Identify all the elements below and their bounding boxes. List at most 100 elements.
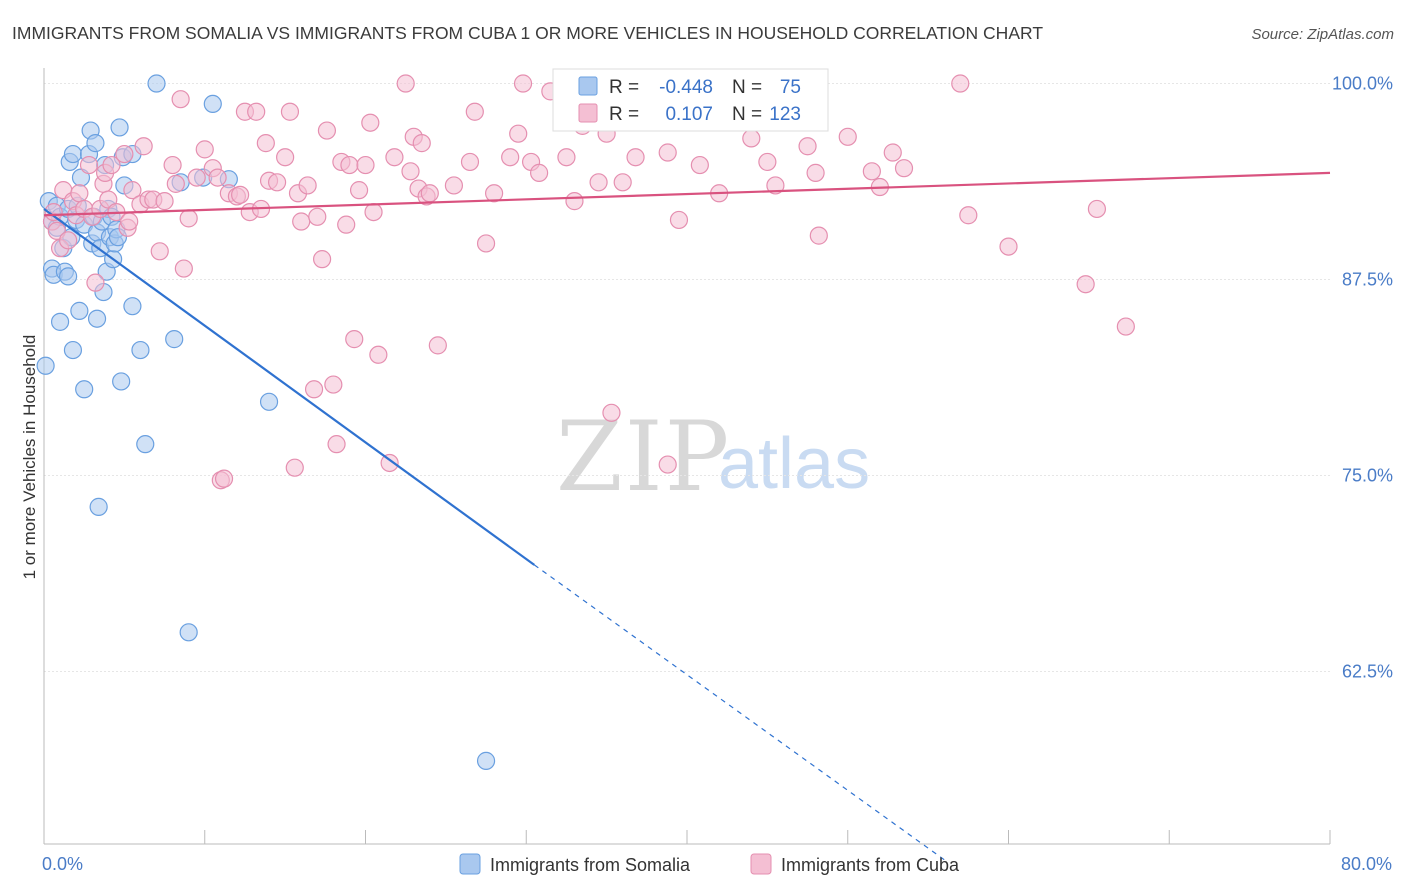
point-cuba-114 bbox=[884, 144, 901, 161]
point-cuba-102 bbox=[670, 211, 687, 228]
point-cuba-5 bbox=[60, 232, 77, 249]
watermark-atlas: atlas bbox=[718, 424, 870, 504]
y-axis-label: 1 or more Vehicles in Household bbox=[20, 335, 39, 580]
point-cuba-21 bbox=[121, 213, 138, 230]
point-cuba-47 bbox=[257, 135, 274, 152]
point-cuba-112 bbox=[863, 163, 880, 180]
point-somalia-50 bbox=[137, 436, 154, 453]
point-cuba-73 bbox=[397, 75, 414, 92]
point-cuba-109 bbox=[807, 164, 824, 181]
point-cuba-83 bbox=[466, 103, 483, 120]
stats-swatch-cuba bbox=[579, 104, 597, 122]
point-somalia-27 bbox=[87, 135, 104, 152]
point-cuba-32 bbox=[175, 260, 192, 277]
watermark-zip: ZIP bbox=[556, 401, 731, 513]
point-cuba-108 bbox=[799, 138, 816, 155]
x-tick-label-max: 80.0% bbox=[1341, 854, 1392, 874]
point-somalia-58 bbox=[261, 393, 278, 410]
gridlines bbox=[44, 84, 1330, 672]
point-somalia-52 bbox=[166, 331, 183, 348]
point-cuba-86 bbox=[502, 149, 519, 166]
stats-swatch-somalia bbox=[579, 77, 597, 95]
point-cuba-99 bbox=[627, 149, 644, 166]
point-cuba-70 bbox=[370, 346, 387, 363]
stats-box: R = -0.448 N = 75 R = 0.107 N = 123 bbox=[553, 69, 828, 131]
stats-n-value-somalia: 75 bbox=[780, 77, 801, 98]
y-tick-label-1: 87.5% bbox=[1342, 270, 1393, 290]
point-cuba-63 bbox=[338, 216, 355, 233]
point-cuba-103 bbox=[691, 157, 708, 174]
point-cuba-68 bbox=[362, 114, 379, 131]
point-cuba-24 bbox=[135, 138, 152, 155]
point-somalia-0 bbox=[37, 357, 54, 374]
stats-n-label-cuba: N = bbox=[732, 104, 762, 125]
point-cuba-67 bbox=[357, 157, 374, 174]
watermark: ZIP atlas bbox=[556, 401, 870, 513]
stats-r-value-somalia: -0.448 bbox=[659, 77, 713, 98]
point-cuba-42 bbox=[232, 186, 249, 203]
stats-r-label-somalia: R = bbox=[609, 77, 639, 98]
point-cuba-12 bbox=[87, 274, 104, 291]
point-cuba-58 bbox=[314, 251, 331, 268]
point-somalia-29 bbox=[89, 310, 106, 327]
point-cuba-37 bbox=[209, 169, 226, 186]
legend-label-somalia: Immigrants from Somalia bbox=[490, 855, 691, 875]
scatter-chart: IMMIGRANTS FROM SOMALIA VS IMMIGRANTS FR… bbox=[0, 0, 1406, 892]
trend-lines bbox=[44, 173, 1330, 860]
point-cuba-31 bbox=[172, 91, 189, 108]
point-cuba-88 bbox=[515, 75, 532, 92]
trend-line-somalia-extension bbox=[534, 565, 944, 860]
point-cuba-92 bbox=[558, 149, 575, 166]
point-cuba-66 bbox=[351, 182, 368, 199]
point-cuba-80 bbox=[429, 337, 446, 354]
point-cuba-57 bbox=[309, 208, 326, 225]
point-cuba-28 bbox=[156, 193, 173, 210]
point-somalia-44 bbox=[113, 373, 130, 390]
point-cuba-45 bbox=[248, 103, 265, 120]
point-somalia-8 bbox=[52, 313, 69, 330]
point-cuba-72 bbox=[386, 149, 403, 166]
point-cuba-59 bbox=[318, 122, 335, 139]
point-somalia-51 bbox=[148, 75, 165, 92]
point-cuba-115 bbox=[896, 160, 913, 177]
point-cuba-34 bbox=[188, 169, 205, 186]
point-cuba-95 bbox=[590, 174, 607, 191]
point-somalia-22 bbox=[76, 381, 93, 398]
point-cuba-117 bbox=[960, 207, 977, 224]
point-cuba-51 bbox=[281, 103, 298, 120]
y-tick-label-0: 100.0% bbox=[1332, 74, 1393, 94]
point-somalia-43 bbox=[111, 119, 128, 136]
point-cuba-60 bbox=[325, 376, 342, 393]
point-cuba-29 bbox=[164, 157, 181, 174]
point-somalia-30 bbox=[90, 498, 107, 515]
point-cuba-81 bbox=[445, 177, 462, 194]
point-cuba-54 bbox=[293, 213, 310, 230]
legend-label-cuba: Immigrants from Cuba bbox=[781, 855, 960, 875]
point-cuba-69 bbox=[365, 204, 382, 221]
legend-swatch-cuba bbox=[751, 854, 771, 874]
stats-n-value-cuba: 123 bbox=[769, 104, 801, 125]
point-cuba-10 bbox=[81, 157, 98, 174]
point-cuba-56 bbox=[306, 381, 323, 398]
point-cuba-30 bbox=[167, 175, 184, 192]
legend-swatch-somalia bbox=[460, 854, 480, 874]
point-somalia-48 bbox=[124, 298, 141, 315]
point-somalia-16 bbox=[64, 342, 81, 359]
chart-source: Source: ZipAtlas.com bbox=[1251, 26, 1394, 43]
point-cuba-111 bbox=[839, 128, 856, 145]
point-somalia-49 bbox=[132, 342, 149, 359]
point-cuba-55 bbox=[299, 177, 316, 194]
point-somalia-11 bbox=[60, 268, 77, 285]
point-cuba-33 bbox=[180, 210, 197, 227]
point-somalia-19 bbox=[71, 302, 88, 319]
point-cuba-105 bbox=[743, 130, 760, 147]
point-cuba-120 bbox=[1088, 200, 1105, 217]
point-cuba-119 bbox=[1077, 276, 1094, 293]
point-cuba-116 bbox=[952, 75, 969, 92]
x-tick-label-min: 0.0% bbox=[42, 854, 83, 874]
point-cuba-110 bbox=[810, 227, 827, 244]
point-cuba-61 bbox=[328, 436, 345, 453]
point-cuba-52 bbox=[286, 459, 303, 476]
point-cuba-100 bbox=[659, 144, 676, 161]
point-somalia-15 bbox=[64, 146, 81, 163]
